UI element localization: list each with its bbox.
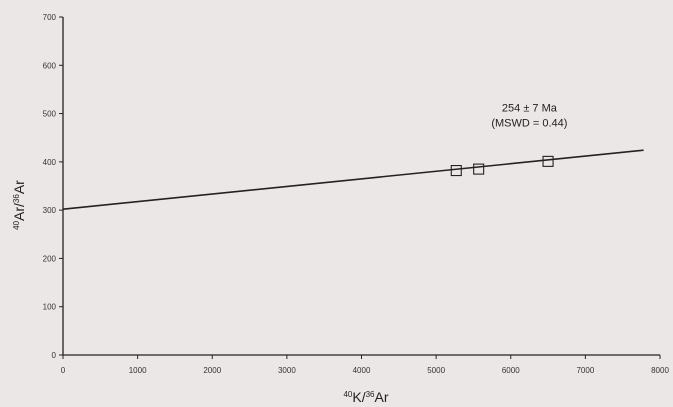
data-point: [542, 155, 554, 167]
y-tick-label: 700: [43, 13, 57, 22]
y-tick-label: 0: [52, 351, 57, 360]
x-tick-label: 7000: [576, 366, 594, 375]
ticks: 0 1000 2000 3000 4000 5000 6000 7000 8000 0 100 200…: [43, 13, 670, 375]
y-tick-label: 200: [43, 254, 57, 263]
x-tick-label: 4000: [353, 366, 371, 375]
y-tick-label: 400: [43, 158, 57, 167]
x-axis-title: 40K/36Ar: [343, 389, 388, 405]
annotation-age: 254 ± 7 Ma: [502, 102, 558, 114]
fit-line-group: [62, 149, 644, 210]
annotation-mswd: (MSWD = 0.44): [491, 117, 567, 129]
x-tick-label: 5000: [427, 366, 445, 375]
isochron-fit-line: [62, 149, 644, 210]
x-tick-label: 1000: [129, 366, 147, 375]
y-tick-label: 600: [43, 61, 57, 70]
x-tick-label: 0: [61, 366, 66, 375]
x-tick-label: 2000: [203, 366, 221, 375]
data-point: [473, 163, 485, 175]
y-tick-label: 300: [43, 206, 57, 215]
y-tick-label: 500: [43, 110, 57, 119]
data-point: [450, 164, 462, 177]
data-points: [450, 155, 554, 177]
x-tick-label: 6000: [502, 366, 520, 375]
axes: [62, 17, 660, 356]
y-axis-title: 40Ar/36Ar: [11, 180, 27, 230]
x-tick-label: 3000: [278, 366, 296, 375]
x-tick-label: 8000: [651, 366, 669, 375]
y-tick-label: 100: [43, 303, 57, 312]
